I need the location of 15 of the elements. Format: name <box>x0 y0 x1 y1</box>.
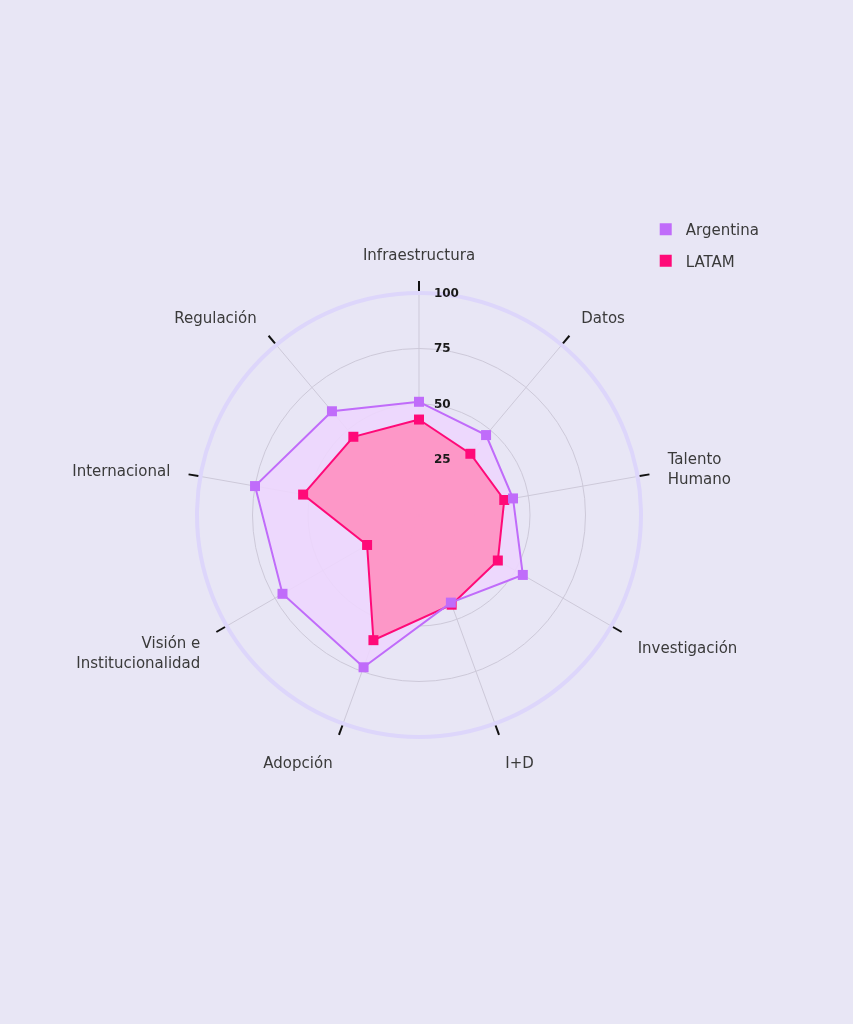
spoke-label: Infraestructura <box>362 245 476 264</box>
legend-label: LATAM <box>685 252 735 271</box>
spoke-label: Talento Humano <box>666 450 731 488</box>
y-tick-label: 50 <box>419 396 451 411</box>
spoke-label: Internacional <box>72 461 171 480</box>
spoke-label: Datos <box>581 308 626 327</box>
y-tick-label: 25 <box>419 452 451 467</box>
spoke-label: Investigación <box>637 639 738 658</box>
spoke-label: Visión e Institucionalidad <box>76 634 201 672</box>
spoke-label: Adopción <box>263 754 333 773</box>
legend-label: Argentina <box>685 221 759 240</box>
y-tick-label: 75 <box>419 341 451 356</box>
spoke-label: Regulación <box>174 308 257 327</box>
y-tick-label: 100 <box>419 285 459 300</box>
spoke-label: I+D <box>505 754 534 773</box>
